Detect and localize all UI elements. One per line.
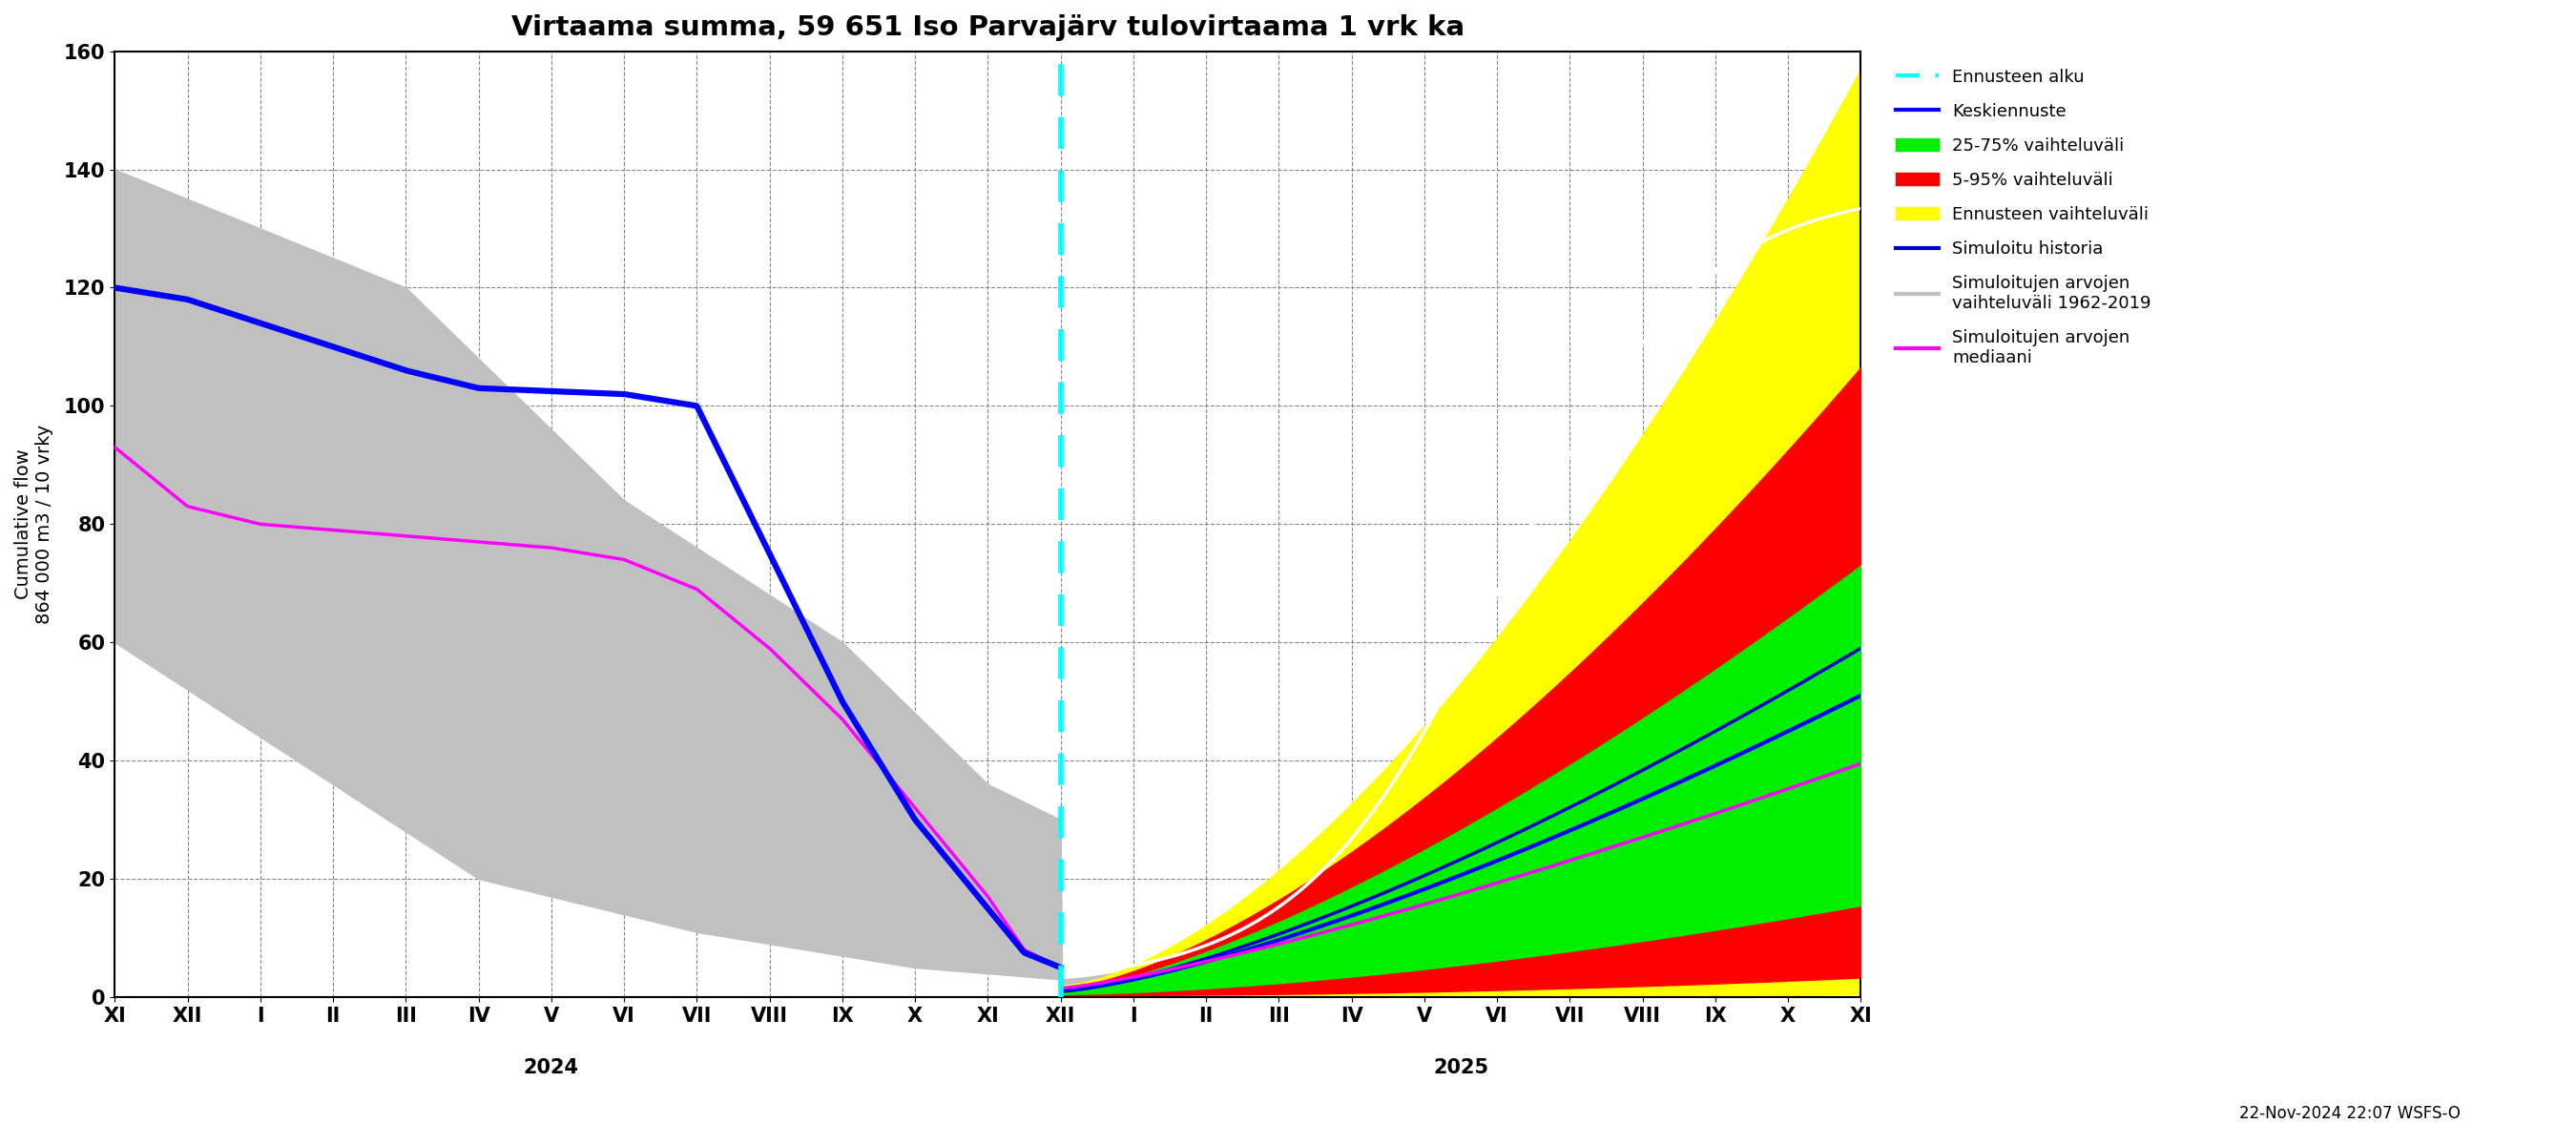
Text: 2024: 2024: [523, 1058, 580, 1077]
Title: Virtaama summa, 59 651 Iso Parvajärv tulovirtaama 1 vrk ka: Virtaama summa, 59 651 Iso Parvajärv tul…: [510, 14, 1463, 41]
Y-axis label: Cumulative flow
864 000 m3 / 10 vrky: Cumulative flow 864 000 m3 / 10 vrky: [15, 425, 54, 624]
Legend: Ennusteen alku, Keskiennuste, 25-75% vaihteluväli, 5-95% vaihteluväli, Ennusteen: Ennusteen alku, Keskiennuste, 25-75% vai…: [1886, 60, 2159, 374]
Text: 2025: 2025: [1432, 1058, 1489, 1077]
Text: 22-Nov-2024 22:07 WSFS-O: 22-Nov-2024 22:07 WSFS-O: [2239, 1105, 2460, 1122]
